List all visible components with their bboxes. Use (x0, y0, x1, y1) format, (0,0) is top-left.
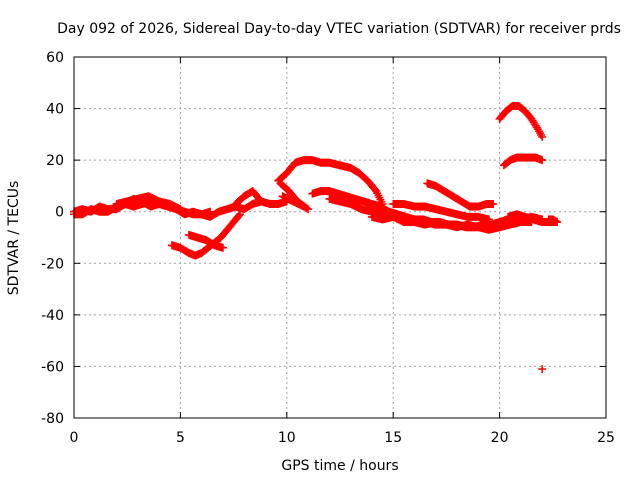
series-arc-18 (544, 215, 562, 227)
x-tick-label: 5 (176, 430, 185, 446)
series-outlier (538, 365, 547, 374)
data-point (299, 202, 308, 211)
data-point (538, 132, 547, 141)
x-tick-label: 10 (278, 430, 296, 446)
y-tick-label: 20 (46, 153, 64, 169)
x-tick-label: 25 (597, 430, 615, 446)
data-point (218, 243, 227, 252)
series-arc-15 (495, 101, 547, 141)
x-tick-label: 15 (384, 430, 402, 446)
x-tick-label: 20 (491, 430, 509, 446)
chart-title: Day 092 of 2026, Sidereal Day-to-day VTE… (57, 21, 621, 37)
data-point (489, 199, 498, 208)
data-point (538, 218, 547, 227)
data-point (553, 218, 562, 227)
data-point (256, 196, 265, 205)
data-point (235, 210, 244, 219)
data-point (304, 205, 313, 214)
y-tick-label: 0 (55, 205, 64, 221)
y-axis-label: SDTVAR / TECUs (6, 181, 22, 296)
series-arc-5 (184, 230, 227, 252)
series-arc-12 (367, 212, 547, 234)
series-arc-6 (231, 187, 266, 208)
x-axis-label: GPS time / hours (281, 458, 398, 474)
series-arc-17 (504, 210, 547, 227)
data-point (538, 156, 547, 165)
series-arc-16 (499, 153, 547, 170)
x-tick-label: 0 (70, 430, 79, 446)
series-arc-9 (278, 192, 308, 211)
y-tick-label: 60 (46, 50, 64, 66)
series-arc-13 (389, 199, 493, 224)
tick-labels: 0 5 10 15 20 25 -80 -60 -40 -20 0 20 40 60 (41, 50, 615, 446)
data-points (70, 101, 562, 374)
data-point (206, 207, 215, 216)
data-point (484, 215, 493, 224)
y-tick-label: -80 (41, 411, 64, 427)
series-arc-3 (112, 192, 185, 214)
data-point (234, 211, 243, 220)
y-tick-label: 40 (46, 102, 64, 118)
y-tick-label: -40 (41, 308, 64, 324)
data-point (176, 205, 185, 214)
data-point (257, 197, 266, 206)
data-point (538, 365, 547, 374)
plot-frame (73, 56, 607, 419)
y-tick-label: -20 (41, 256, 64, 272)
y-tick-label: -60 (41, 359, 64, 375)
series-arc-7 (274, 156, 387, 208)
series-arc-14 (423, 179, 498, 211)
